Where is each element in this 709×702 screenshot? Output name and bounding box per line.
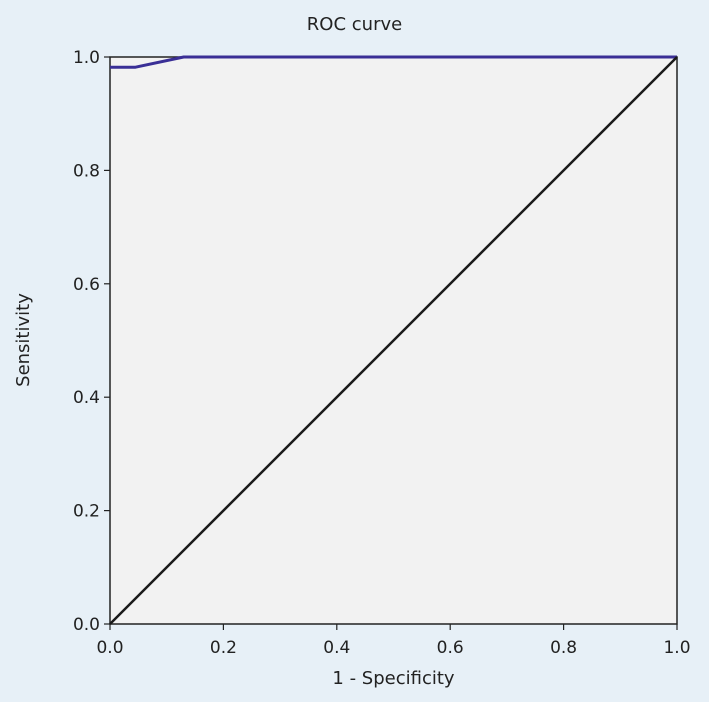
y-axis-label: Sensitivity — [13, 293, 34, 387]
x-tick-label: 0.8 — [550, 638, 577, 658]
chart-title: ROC curve — [306, 14, 403, 35]
y-tick-label: 0.0 — [73, 615, 100, 635]
x-tick-label: 1.0 — [663, 638, 690, 658]
x-tick-label: 0.4 — [323, 638, 350, 658]
y-tick-label: 0.8 — [73, 161, 100, 181]
y-tick-label: 0.6 — [73, 275, 100, 295]
y-tick-label: 0.2 — [73, 502, 100, 522]
x-tick-label: 0.0 — [96, 638, 123, 658]
y-tick-label: 1.0 — [73, 48, 100, 68]
y-tick-label: 0.4 — [73, 388, 100, 408]
x-tick-label: 0.6 — [437, 638, 464, 658]
roc-curve-line — [110, 55, 677, 69]
x-axis-label: 1 - Specificity — [332, 668, 455, 689]
x-tick-label: 0.2 — [210, 638, 237, 658]
reference-diagonal-line — [109, 56, 678, 625]
